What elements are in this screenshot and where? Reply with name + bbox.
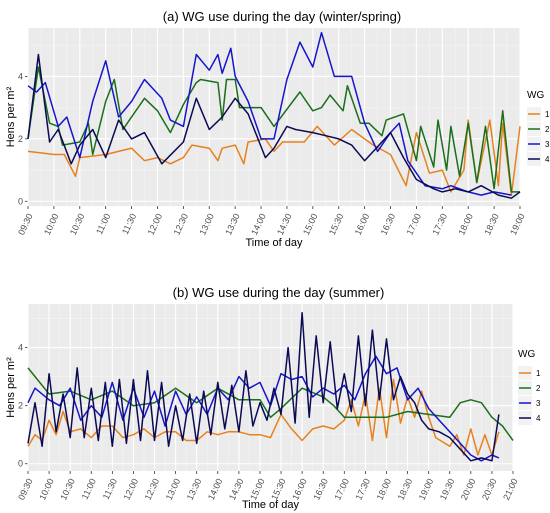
x-tick-label: 11:30 [120, 212, 138, 236]
legend-title: WG [527, 90, 544, 101]
x-tick-label: 14:00 [249, 212, 268, 237]
x-tick-label: 16:30 [379, 212, 398, 237]
x-tick-label: 18:30 [396, 477, 415, 502]
x-axis-title: Time of day [242, 499, 300, 511]
x-tick-label: 15:30 [269, 477, 288, 502]
y-tick-label: 0 [18, 459, 23, 469]
legend-label-wg-1: 1 [545, 110, 550, 119]
chart-a: (a) WG use during the day (winter/spring… [5, 9, 550, 249]
x-tick-label: 20:30 [480, 477, 499, 502]
x-axis-title: Time of day [245, 237, 303, 249]
x-tick-label: 16:00 [353, 212, 372, 237]
legend-label-wg-4: 4 [545, 155, 550, 164]
x-tick-label: 21:00 [501, 477, 520, 502]
x-tick-label: 14:00 [206, 477, 225, 502]
series-line-wg-2 [27, 367, 514, 441]
x-tick-label: 19:30 [438, 477, 457, 502]
chart-b: (b) WG use during the day (summer) 0 2 4 09:… [5, 285, 541, 511]
y-tick-label: 4 [18, 71, 23, 81]
x-tick-label: 15:30 [327, 212, 346, 237]
legend-label-wg-2: 2 [536, 384, 541, 393]
x-tick-label: 17:30 [430, 212, 449, 237]
legend-label-wg-3: 3 [545, 140, 550, 149]
x-tick-label: 18:00 [456, 212, 475, 237]
x-tick-label: 11:00 [80, 477, 98, 501]
legend-label-wg-2: 2 [545, 125, 550, 134]
x-tick-label: 12:30 [143, 477, 162, 502]
x-tick-label: 10:30 [68, 212, 87, 237]
y-tick-label: 2 [18, 134, 23, 144]
series-line-wg-3 [27, 31, 512, 196]
x-tick-label: 12:00 [122, 477, 141, 502]
series-line-wg-4 [27, 53, 521, 199]
x-tick-label: 16:00 [290, 477, 309, 502]
legend-label-wg-4: 4 [536, 414, 541, 423]
series-line-wg-1 [27, 119, 521, 196]
x-tick-label: 15:00 [248, 477, 267, 502]
x-tick-label: 10:00 [37, 477, 56, 502]
x-tick-label: 11:00 [94, 212, 112, 236]
y-axis-title: Hens per m² [5, 357, 17, 418]
x-tick-label: 15:00 [301, 212, 320, 237]
x-tick-label: 20:00 [459, 477, 478, 502]
x-tick-label: 13:30 [223, 212, 242, 237]
chart-title: (a) WG use during the day (winter/spring… [163, 9, 401, 24]
legend-title: WG [518, 349, 535, 360]
chart-title: (b) WG use during the day (summer) [173, 285, 385, 300]
x-tick-label: 19:00 [508, 212, 527, 237]
x-tick-label: 14:30 [227, 477, 246, 502]
y-tick-label: 2 [18, 401, 23, 411]
x-tick-label: 10:30 [58, 477, 77, 502]
x-tick-label: 09:30 [16, 212, 35, 237]
x-tick-label: 12:00 [146, 212, 165, 237]
x-tick-label: 13:30 [185, 477, 204, 502]
x-tick-label: 17:30 [354, 477, 373, 502]
x-tick-label: 17:00 [405, 212, 424, 237]
x-tick-label: 18:30 [482, 212, 501, 237]
x-tick-label: 09:30 [16, 477, 35, 502]
series-line-wg-4 [27, 311, 500, 462]
x-tick-label: 19:00 [417, 477, 436, 502]
series-line-wg-2 [27, 66, 520, 193]
y-axis-title: Hens per m² [5, 86, 17, 147]
legend-label-wg-3: 3 [536, 399, 541, 408]
x-tick-label: 18:00 [375, 477, 394, 502]
x-tick-label: 14:30 [275, 212, 294, 237]
x-tick-label: 13:00 [197, 212, 216, 237]
legend: WG1 2 3 4 [527, 90, 550, 166]
x-tick-label: 12:30 [171, 212, 190, 237]
y-tick-label: 4 [18, 343, 23, 353]
x-tick-label: 13:00 [164, 477, 183, 502]
x-tick-label: 11:30 [101, 477, 119, 501]
y-tick-label: 0 [18, 196, 23, 206]
x-tick-label: 16:30 [311, 477, 330, 502]
x-tick-label: 10:00 [42, 212, 61, 237]
legend: WG1 2 3 4 [518, 349, 541, 425]
x-tick-label: 17:00 [332, 477, 351, 502]
legend-label-wg-1: 1 [536, 369, 541, 378]
